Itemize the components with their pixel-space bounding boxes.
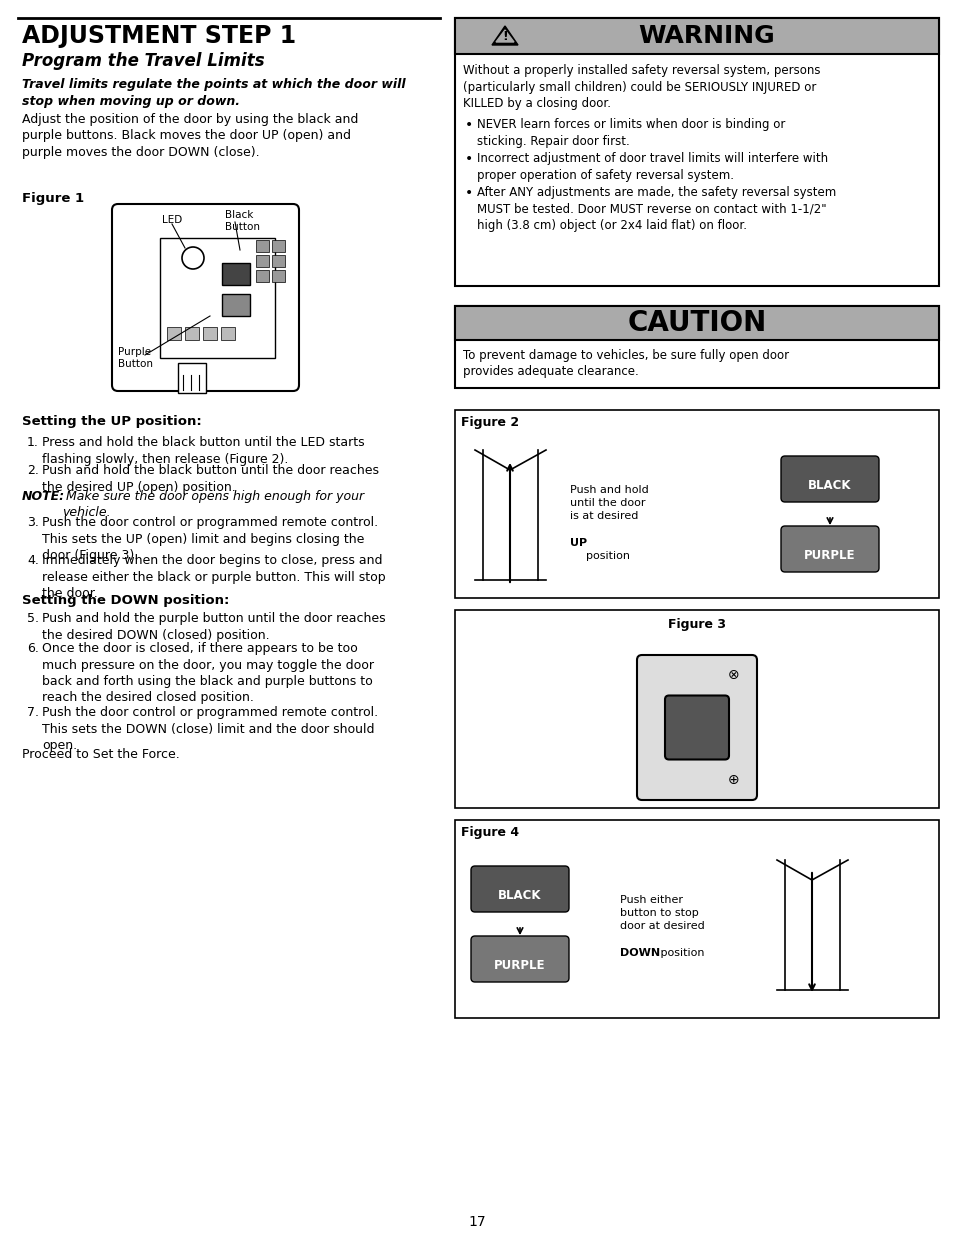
Text: After ANY adjustments are made, the safety reversal system
MUST be tested. Door : After ANY adjustments are made, the safe… bbox=[476, 186, 836, 232]
Bar bbox=[455, 19, 938, 54]
Text: Immediately when the door begins to close, press and
release either the black or: Immediately when the door begins to clos… bbox=[42, 555, 385, 600]
Text: 4.: 4. bbox=[27, 555, 39, 567]
Text: NEVER learn forces or limits when door is binding or
sticking. Repair door first: NEVER learn forces or limits when door i… bbox=[476, 119, 784, 147]
FancyBboxPatch shape bbox=[664, 695, 728, 760]
Text: Make sure the door opens high enough for your
vehicle.: Make sure the door opens high enough for… bbox=[62, 490, 364, 520]
Text: Proceed to Set the Force.: Proceed to Set the Force. bbox=[22, 748, 179, 761]
Text: 2.: 2. bbox=[27, 464, 39, 477]
Text: 17: 17 bbox=[468, 1215, 485, 1229]
Bar bbox=[455, 19, 938, 54]
Bar bbox=[185, 327, 199, 340]
FancyBboxPatch shape bbox=[112, 204, 298, 391]
Text: •: • bbox=[464, 186, 473, 200]
Text: Purple
Button: Purple Button bbox=[118, 347, 152, 368]
Text: 3.: 3. bbox=[27, 516, 39, 529]
Text: UP: UP bbox=[569, 538, 586, 548]
Bar bbox=[272, 254, 285, 267]
Text: ADJUSTMENT STEP 1: ADJUSTMENT STEP 1 bbox=[22, 23, 295, 48]
Bar bbox=[455, 610, 938, 808]
Text: Push either
button to stop
door at desired: Push either button to stop door at desir… bbox=[619, 895, 704, 944]
Text: Press and hold the black button until the LED starts
flashing slowly, then relea: Press and hold the black button until th… bbox=[42, 436, 364, 466]
Polygon shape bbox=[496, 30, 514, 42]
Text: ⊕: ⊕ bbox=[727, 773, 739, 787]
Text: Travel limits regulate the points at which the door will
stop when moving up or : Travel limits regulate the points at whi… bbox=[22, 78, 405, 107]
Text: position: position bbox=[657, 948, 703, 958]
Bar bbox=[455, 19, 938, 287]
Text: !: ! bbox=[501, 31, 507, 43]
Text: 7.: 7. bbox=[27, 706, 39, 719]
Text: Figure 3: Figure 3 bbox=[667, 618, 725, 631]
Text: Push and hold
until the door
is at desired: Push and hold until the door is at desir… bbox=[569, 485, 648, 521]
FancyBboxPatch shape bbox=[637, 655, 757, 800]
Text: Incorrect adjustment of door travel limits will interfere with
proper operation : Incorrect adjustment of door travel limi… bbox=[476, 152, 827, 182]
Text: •: • bbox=[464, 119, 473, 132]
Bar bbox=[222, 294, 250, 316]
Text: PURPLE: PURPLE bbox=[803, 550, 855, 562]
Text: position: position bbox=[585, 538, 629, 561]
Bar bbox=[255, 270, 269, 282]
FancyBboxPatch shape bbox=[160, 238, 274, 358]
Bar bbox=[272, 240, 285, 252]
Text: Setting the DOWN position:: Setting the DOWN position: bbox=[22, 594, 229, 606]
FancyBboxPatch shape bbox=[781, 526, 878, 572]
Text: 6.: 6. bbox=[27, 642, 39, 655]
Text: 5.: 5. bbox=[27, 613, 39, 625]
Bar bbox=[455, 306, 938, 388]
Text: Push and hold the purple button until the door reaches
the desired DOWN (closed): Push and hold the purple button until th… bbox=[42, 613, 385, 641]
Text: PURPLE: PURPLE bbox=[494, 960, 545, 972]
FancyBboxPatch shape bbox=[471, 866, 568, 911]
Text: ⊗: ⊗ bbox=[727, 668, 739, 682]
Text: CAUTION: CAUTION bbox=[627, 309, 766, 337]
Text: Once the door is closed, if there appears to be too
much pressure on the door, y: Once the door is closed, if there appear… bbox=[42, 642, 374, 704]
Text: Push the door control or programmed remote control.
This sets the DOWN (close) l: Push the door control or programmed remo… bbox=[42, 706, 377, 752]
Text: Push the door control or programmed remote control.
This sets the UP (open) limi: Push the door control or programmed remo… bbox=[42, 516, 377, 562]
Bar bbox=[255, 240, 269, 252]
Text: BLACK: BLACK bbox=[497, 889, 541, 902]
FancyBboxPatch shape bbox=[471, 936, 568, 982]
FancyBboxPatch shape bbox=[781, 456, 878, 501]
Text: BLACK: BLACK bbox=[807, 479, 851, 492]
Text: 1.: 1. bbox=[27, 436, 39, 450]
Text: NOTE:: NOTE: bbox=[22, 490, 65, 503]
Bar bbox=[203, 327, 216, 340]
Text: •: • bbox=[464, 152, 473, 165]
Bar bbox=[178, 363, 206, 393]
Text: Push and hold the black button until the door reaches
the desired UP (open) posi: Push and hold the black button until the… bbox=[42, 464, 378, 494]
Bar bbox=[255, 254, 269, 267]
Text: Without a properly installed safety reversal system, persons
(particularly small: Without a properly installed safety reve… bbox=[462, 64, 820, 110]
Text: WARNING: WARNING bbox=[638, 23, 775, 48]
Text: Program the Travel Limits: Program the Travel Limits bbox=[22, 52, 264, 70]
Bar bbox=[272, 270, 285, 282]
Bar bbox=[455, 410, 938, 598]
Bar bbox=[455, 306, 938, 340]
Bar bbox=[455, 306, 938, 340]
Text: To prevent damage to vehicles, be sure fully open door
provides adequate clearan: To prevent damage to vehicles, be sure f… bbox=[462, 350, 788, 378]
Text: LED: LED bbox=[162, 215, 182, 225]
Bar bbox=[167, 327, 181, 340]
Text: Figure 4: Figure 4 bbox=[460, 826, 518, 839]
Bar bbox=[221, 327, 234, 340]
Polygon shape bbox=[492, 26, 517, 44]
Text: Adjust the position of the door by using the black and
purple buttons. Black mov: Adjust the position of the door by using… bbox=[22, 112, 358, 159]
Bar bbox=[222, 263, 250, 285]
Text: Setting the UP position:: Setting the UP position: bbox=[22, 415, 201, 429]
Text: DOWN: DOWN bbox=[619, 948, 659, 958]
Text: Black
Button: Black Button bbox=[225, 210, 260, 232]
Text: Figure 1: Figure 1 bbox=[22, 191, 84, 205]
Text: Figure 2: Figure 2 bbox=[460, 416, 518, 429]
Bar bbox=[455, 820, 938, 1018]
